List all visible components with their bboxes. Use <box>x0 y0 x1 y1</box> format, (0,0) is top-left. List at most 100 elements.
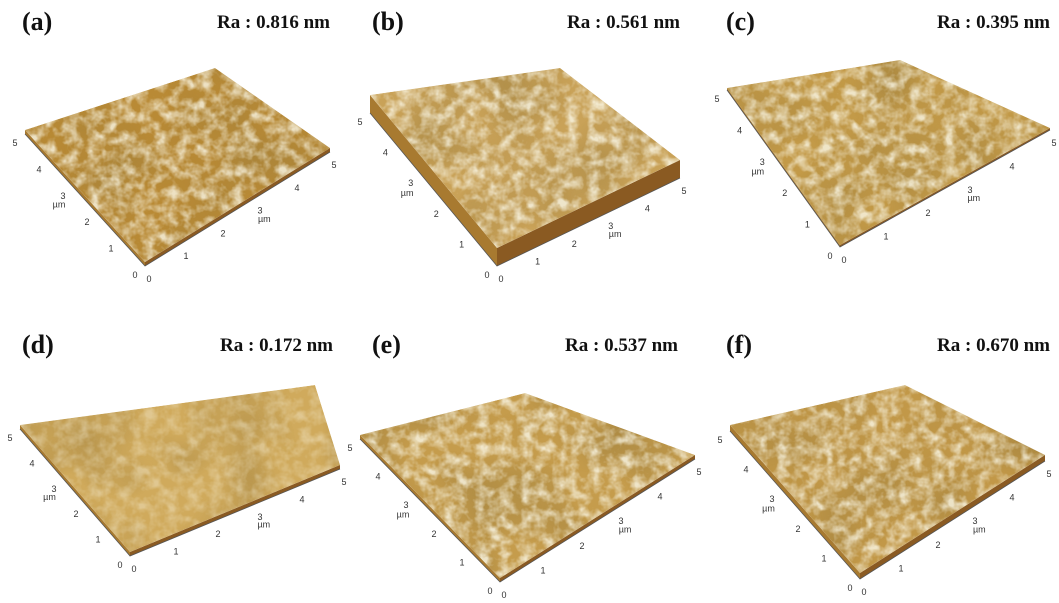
roughness-value: Ra : 0.816 nm <box>217 12 330 33</box>
afm-surface <box>360 393 695 578</box>
panel-label: (a) <box>22 7 52 36</box>
x-tick-label: 5 <box>696 467 701 477</box>
y-tick-label: 0 <box>484 270 489 280</box>
surface-side-wall <box>25 130 145 266</box>
x-tick-label: 1 <box>540 565 545 575</box>
y-tick-label: 0 <box>827 251 832 261</box>
x-axis-unit: µm <box>257 520 270 530</box>
y-tick-label: 3 <box>60 191 65 201</box>
x-tick-label: 5 <box>1046 469 1051 479</box>
y-tick-label: 4 <box>383 148 388 158</box>
roughness-value: Ra : 0.172 nm <box>220 335 333 356</box>
y-tick-label: 4 <box>29 458 34 468</box>
y-tick-label: 1 <box>108 244 113 254</box>
y-tick-label: 4 <box>375 472 380 482</box>
y-tick-label: 2 <box>434 209 439 219</box>
x-tick-label: 0 <box>146 274 151 284</box>
x-tick-label: 0 <box>841 255 846 265</box>
roughness-value: Ra : 0.537 nm <box>565 335 678 356</box>
roughness-value: Ra : 0.395 nm <box>937 12 1050 33</box>
y-tick-label: 5 <box>714 94 719 104</box>
axis-line <box>729 430 1046 580</box>
y-tick-label: 1 <box>805 220 810 230</box>
panel-label: (b) <box>372 7 404 36</box>
y-tick-label: 5 <box>12 138 17 148</box>
x-tick-label: 3 <box>608 221 613 231</box>
surface-side-wall <box>840 128 1050 247</box>
panel-label: (c) <box>726 7 755 36</box>
x-tick-label: 0 <box>861 587 866 597</box>
x-tick-label: 4 <box>1009 161 1014 171</box>
afm-panel-e: 0 0 1 1 2 2 3 3 4 4 5 5 µm µm (e) Ra : 0.537 nm <box>347 330 701 600</box>
surface-side-wall <box>145 148 330 266</box>
y-tick-label: 5 <box>357 117 362 127</box>
x-tick-label: 4 <box>294 183 299 193</box>
x-axis-unit: µm <box>973 525 986 535</box>
afm-panel-b: 0 0 1 1 2 2 3 3 4 4 5 5 µm µm (b) Ra : 0.561 nm <box>357 7 686 284</box>
x-tick-label: 5 <box>331 160 336 170</box>
y-tick-label: 0 <box>132 270 137 280</box>
x-tick-label: 0 <box>131 564 136 574</box>
y-tick-label: 3 <box>408 178 413 188</box>
x-tick-label: 2 <box>935 540 940 550</box>
x-tick-label: 3 <box>618 516 623 526</box>
y-tick-label: 0 <box>487 586 492 596</box>
y-tick-label: 4 <box>36 164 41 174</box>
surface-side-wall <box>130 465 340 556</box>
y-tick-label: 2 <box>795 524 800 534</box>
y-tick-label: 0 <box>117 560 122 570</box>
x-tick-label: 4 <box>1009 493 1014 503</box>
surface-side-wall <box>497 160 680 266</box>
y-tick-label: 1 <box>459 239 464 249</box>
axis-line <box>726 89 1051 248</box>
y-tick-label: 3 <box>769 494 774 504</box>
x-tick-label: 3 <box>967 185 972 195</box>
x-tick-label: 3 <box>972 516 977 526</box>
y-tick-label: 4 <box>737 125 742 135</box>
x-tick-label: 3 <box>257 512 262 522</box>
y-tick-label: 0 <box>847 583 852 593</box>
x-tick-label: 3 <box>257 206 262 216</box>
roughness-value: Ra : 0.670 nm <box>937 335 1050 356</box>
x-tick-label: 5 <box>681 186 686 196</box>
y-tick-label: 1 <box>459 557 464 567</box>
y-tick-label: 2 <box>782 188 787 198</box>
y-axis-unit: µm <box>762 504 775 514</box>
surface-side-wall <box>20 425 130 556</box>
y-tick-label: 4 <box>743 465 748 475</box>
roughness-value: Ra : 0.561 nm <box>567 12 680 33</box>
afm-panel-f: 0 0 1 1 2 2 3 3 4 4 5 5 µm µm (f) Ra : 0.670 nm <box>717 330 1051 597</box>
x-axis-unit: µm <box>258 214 271 224</box>
afm-surface <box>25 68 330 262</box>
axis-line <box>369 112 681 267</box>
afm-surface <box>20 385 340 552</box>
y-tick-label: 5 <box>7 433 12 443</box>
x-axis-unit: µm <box>609 229 622 239</box>
x-tick-label: 0 <box>501 590 506 600</box>
x-tick-label: 2 <box>572 239 577 249</box>
x-tick-label: 4 <box>657 492 662 502</box>
x-axis-unit: µm <box>967 193 980 203</box>
axis-line <box>24 133 331 267</box>
surface-side-wall <box>860 455 1045 579</box>
afm-panel-c: 0 0 1 1 2 2 3 3 4 4 5 5 µm µm (c) Ra : 0.395 nm <box>714 7 1056 265</box>
afm-surface <box>727 60 1050 245</box>
x-tick-label: 1 <box>183 251 188 261</box>
x-tick-label: 4 <box>645 204 650 214</box>
y-tick-label: 5 <box>717 435 722 445</box>
x-tick-label: 2 <box>925 208 930 218</box>
surface-side-wall <box>370 95 497 266</box>
y-tick-label: 3 <box>760 157 765 167</box>
surface-side-wall <box>730 425 860 579</box>
x-tick-label: 4 <box>299 494 304 504</box>
y-tick-label: 2 <box>73 509 78 519</box>
x-tick-label: 2 <box>215 529 220 539</box>
panel-label: (d) <box>22 330 54 359</box>
afm-panel-a: 0 0 1 1 2 2 3 3 4 4 5 5 µm µm (a) Ra : 0.816 nm <box>12 7 336 284</box>
y-axis-unit: µm <box>43 492 56 502</box>
y-tick-label: 2 <box>84 217 89 227</box>
panel-label: (f) <box>726 330 752 359</box>
y-tick-label: 5 <box>347 443 352 453</box>
